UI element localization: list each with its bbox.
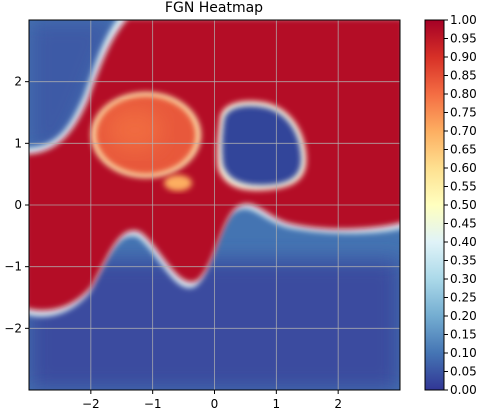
y-axis: 2 1 0 −1 −2 — [4, 75, 29, 335]
x-tick-label: 0 — [211, 397, 219, 411]
colorbar-tick-label: 0.90 — [450, 50, 477, 64]
heatmap-area — [29, 20, 400, 390]
colorbar-tick-label: 0.40 — [450, 235, 477, 249]
colorbar-tick-label: 0.30 — [450, 272, 477, 286]
colorbar-tick-label: 0.35 — [450, 254, 477, 268]
colorbar-ticks: 1.00 0.95 0.90 0.85 0.80 0.75 0.70 0.65 0.60 0.55… — [444, 13, 477, 397]
colorbar-tick-label: 0.50 — [450, 198, 477, 212]
x-tick-label: −2 — [82, 397, 100, 411]
colorbar-tick-label: 0.75 — [450, 106, 477, 120]
x-tick-label: 1 — [273, 397, 281, 411]
x-tick-label: −1 — [144, 397, 162, 411]
x-tick-label: 2 — [334, 397, 342, 411]
colorbar-tick-label: 0.95 — [450, 32, 477, 46]
y-tick-label: 1 — [14, 136, 22, 150]
chart-title: FGN Heatmap — [165, 0, 263, 16]
x-axis: −2 −1 0 1 2 — [82, 390, 342, 411]
y-tick-label: −2 — [4, 321, 22, 335]
colorbar-tick-label: 0.00 — [450, 383, 477, 397]
colorbar-tick-label: 0.15 — [450, 328, 477, 342]
colorbar-tick-label: 0.65 — [450, 143, 477, 157]
heatmap-orange-center — [107, 108, 163, 152]
colorbar — [424, 19, 445, 391]
y-tick-label: −1 — [4, 260, 22, 274]
colorbar-tick-label: 0.70 — [450, 124, 477, 138]
colorbar-tick-label: 0.80 — [450, 87, 477, 101]
heatmap-yellow-highlight — [164, 175, 192, 191]
colorbar-tick-label: 1.00 — [450, 13, 477, 27]
y-tick-label: 0 — [14, 198, 22, 212]
colorbar-tick-label: 0.20 — [450, 309, 477, 323]
colorbar-tick-label: 0.60 — [450, 161, 477, 175]
colorbar-tick-label: 0.45 — [450, 217, 477, 231]
colorbar-tick-label: 0.85 — [450, 69, 477, 83]
heatmap-blue-blob — [221, 106, 302, 186]
heatmap-topleft-blue — [29, 20, 120, 150]
y-tick-label: 2 — [14, 75, 22, 89]
colorbar-tick-label: 0.55 — [450, 180, 477, 194]
colorbar-tick-label: 0.10 — [450, 346, 477, 360]
colorbar-tick-label: 0.05 — [450, 365, 477, 379]
grid-lines — [29, 20, 400, 390]
colorbar-tick-label: 0.25 — [450, 291, 477, 305]
